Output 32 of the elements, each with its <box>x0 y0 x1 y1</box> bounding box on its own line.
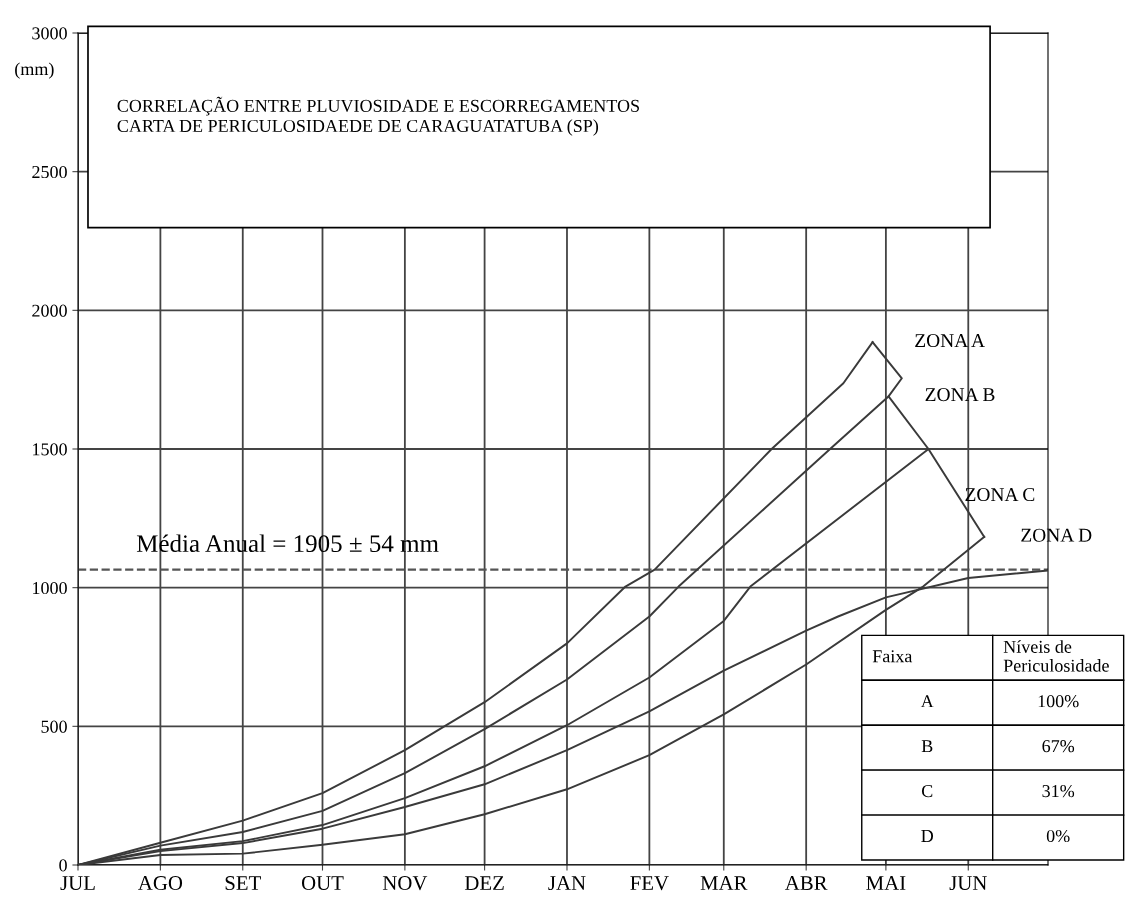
annotation: 100% <box>1038 695 1079 708</box>
x-tick-label: ABR <box>784 876 828 890</box>
annotation: Faixa <box>872 650 913 663</box>
annotation: D <box>921 830 934 842</box>
annotation: 31% <box>1042 784 1075 798</box>
x-tick-label: SET <box>225 876 261 891</box>
annotation: 67% <box>1042 740 1075 753</box>
x-tick-label: OUT <box>301 876 344 891</box>
y-tick-label: 2500 <box>32 165 67 179</box>
x-tick-label: FEV <box>630 876 669 891</box>
y-tick-label: 0 <box>59 859 67 872</box>
x-tick-label: JAN <box>548 876 586 891</box>
annotation: C <box>921 785 933 798</box>
annotation: 0% <box>1046 829 1070 843</box>
x-tick-label: JUL <box>60 876 95 891</box>
y-tick-label: 500 <box>41 720 67 733</box>
x-tick-label: AGO <box>138 876 183 891</box>
x-tick-label: NOV <box>382 876 428 891</box>
annotation: Níveis de Periculosidade <box>1003 640 1109 672</box>
y-tick-label: 3000 <box>32 27 67 40</box>
x-tick-label: MAR <box>700 876 748 890</box>
x-tick-label: DEZ <box>464 876 504 890</box>
y-tick-label: 2000 <box>32 304 67 317</box>
annotation: ZONA A <box>915 334 985 348</box>
y-axis-title: (mm) <box>15 62 54 79</box>
x-tick-label: JUN <box>949 876 987 891</box>
y-tick-label: 1000 <box>33 581 67 595</box>
y-tick-label: 1500 <box>33 443 67 456</box>
annotation: A <box>920 695 934 708</box>
annotation: B <box>921 740 933 753</box>
text: CORRELAÇÃO ENTRE PLUVIOSIDADE E ESCORREGAMENTOS CARTA DE PERICULOSIDAEDE DE CARAGUATATUBA (SP) <box>117 96 639 136</box>
x-tick-label: MAI <box>866 876 906 890</box>
